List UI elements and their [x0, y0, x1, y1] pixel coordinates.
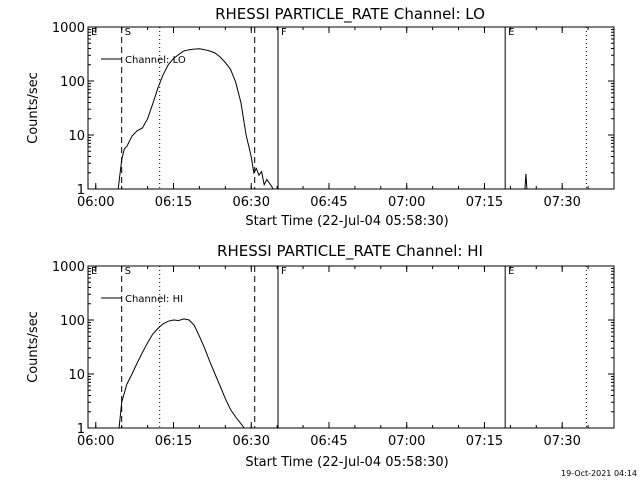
y-tick-label: 100	[60, 314, 85, 329]
y-tick-label: 1000	[52, 21, 85, 36]
y-tick-label: 1	[77, 422, 85, 437]
y-tick-label: 10	[68, 368, 85, 383]
event-marker-label: E	[91, 266, 97, 277]
x-axis-label: Start Time (22-Jul-04 05:58:30)	[245, 214, 448, 229]
x-tick-label: 07:15	[466, 434, 503, 449]
x-tick-label: 07:30	[543, 195, 580, 210]
x-tick-label: 07:15	[466, 195, 503, 210]
x-tick-label: 06:15	[155, 195, 192, 210]
y-tick-label: 1000	[52, 260, 85, 275]
event-marker-label: S	[125, 266, 131, 277]
x-tick-label: 07:00	[388, 434, 425, 449]
y-axis-label: Counts/sec	[26, 311, 41, 383]
x-tick-label: 07:30	[543, 434, 580, 449]
legend: Channel: HI	[101, 294, 183, 305]
data-series-line	[118, 318, 245, 429]
event-marker-label: F	[281, 27, 287, 38]
plot-timestamp: 19-Oct-2021 04:14	[561, 469, 637, 478]
y-tick-label: 1	[77, 183, 85, 198]
x-axis-label: Start Time (22-Jul-04 05:58:30)	[245, 455, 448, 470]
data-series-line	[117, 48, 274, 190]
chart-title: RHESSI PARTICLE_RATE Channel: HI	[217, 242, 483, 261]
legend-label: Channel: HI	[125, 294, 183, 305]
x-tick-label: 06:15	[155, 434, 192, 449]
x-tick-label: 06:00	[77, 434, 114, 449]
plot-frame	[87, 265, 615, 429]
chart-title: RHESSI PARTICLE_RATE Channel: LO	[215, 5, 485, 24]
y-tick-label: 100	[60, 75, 85, 90]
event-marker-label: E	[91, 27, 97, 38]
panel-lo: RHESSI PARTICLE_RATE Channel: LO Counts/…	[26, 5, 615, 229]
event-marker-label: F	[281, 266, 287, 277]
x-tick-label: 07:00	[388, 195, 425, 210]
y-axis-label: Counts/sec	[26, 72, 41, 144]
event-marker-label: E	[508, 27, 514, 38]
data-spike	[524, 173, 528, 190]
event-marker-label: S	[125, 27, 131, 38]
x-tick-label: 06:45	[310, 195, 347, 210]
plot-frame	[87, 26, 615, 190]
legend-label: Channel: LO	[125, 55, 186, 66]
x-tick-label: 06:00	[77, 195, 114, 210]
event-marker-label: E	[508, 266, 514, 277]
legend: Channel: LO	[101, 55, 186, 66]
x-tick-label: 06:30	[233, 434, 270, 449]
y-tick-label: 10	[68, 129, 85, 144]
x-tick-label: 06:45	[310, 434, 347, 449]
panel-hi: RHESSI PARTICLE_RATE Channel: HI Counts/…	[26, 242, 615, 470]
x-tick-label: 06:30	[233, 195, 270, 210]
